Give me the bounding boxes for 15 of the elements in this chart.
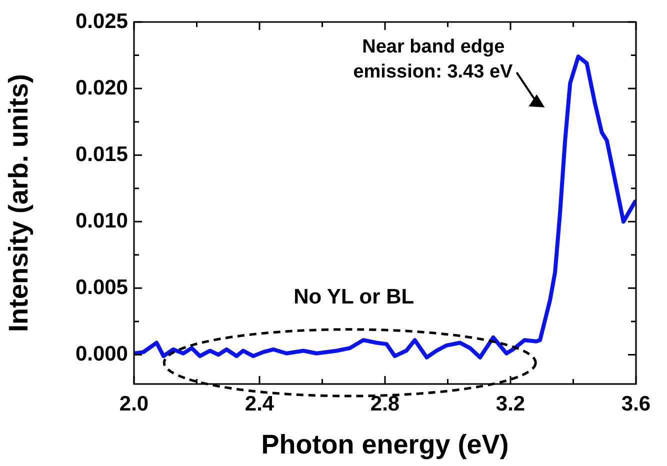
y-tick-label: 0.000 <box>75 342 128 366</box>
annotation: Near band edge emission: 3.43 eV <box>353 36 514 82</box>
x-tick-label: 2.8 <box>370 392 400 416</box>
x-tick-label: 2.4 <box>244 392 274 416</box>
y-tick-label: 0.010 <box>75 209 128 232</box>
annotation: No YL or BL <box>294 285 414 308</box>
y-tick-label: 0.015 <box>75 142 128 166</box>
x-tick-label: 3.2 <box>496 392 526 416</box>
y-axis-title: Intensity (arb. units) <box>4 74 34 332</box>
y-tick-label: 0.025 <box>75 10 128 33</box>
x-tick-label: 3.6 <box>621 392 651 416</box>
y-tick-label: 0.005 <box>75 276 128 299</box>
x-axis-title: Photon energy (eV) <box>261 429 509 460</box>
y-tick-label: 0.020 <box>75 76 128 100</box>
x-tick-label: 2.0 <box>119 392 149 416</box>
